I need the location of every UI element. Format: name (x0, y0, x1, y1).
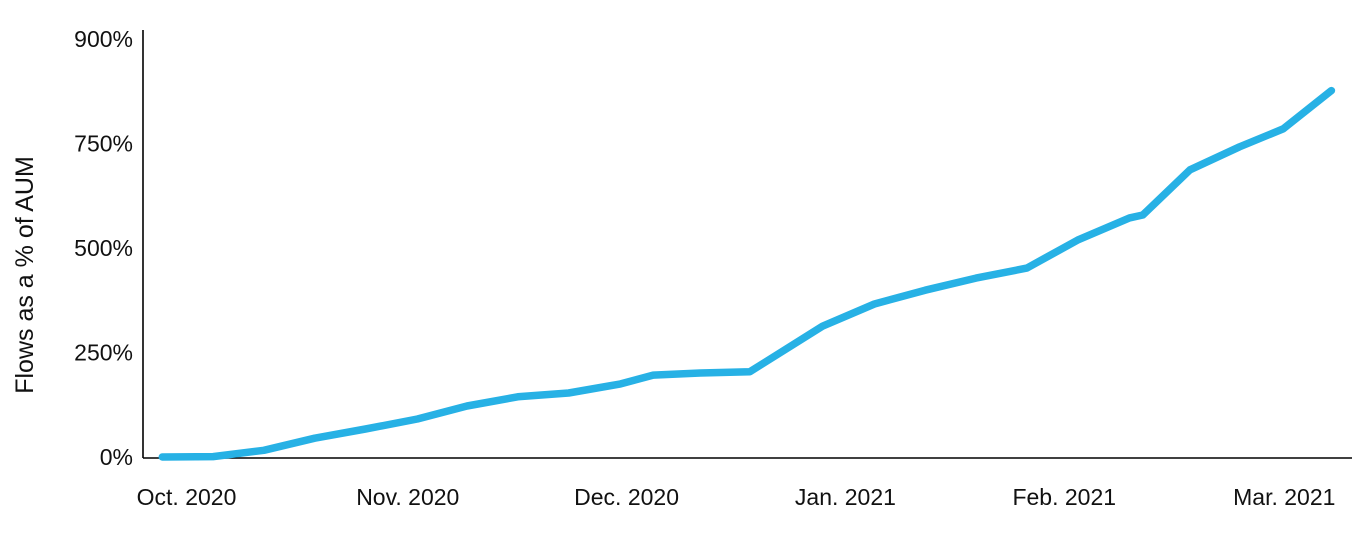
x-tick-label: Dec. 2020 (574, 484, 679, 510)
data-line (158, 86, 1336, 461)
y-tick-label: 900% (74, 26, 133, 52)
x-tick-label: Feb. 2021 (1012, 484, 1116, 510)
y-tick-label: 0% (100, 444, 133, 470)
x-tick-label: Jan. 2021 (795, 484, 896, 510)
y-tick-label: 500% (74, 235, 133, 261)
x-tick-label: Mar. 2021 (1233, 484, 1335, 510)
x-tick-label: Nov. 2020 (356, 484, 459, 510)
y-axis-title: Flows as a % of AUM (11, 156, 39, 394)
y-tick-label: 250% (74, 340, 133, 366)
y-tick-label: 750% (74, 131, 133, 157)
x-tick-label: Oct. 2020 (137, 484, 237, 510)
